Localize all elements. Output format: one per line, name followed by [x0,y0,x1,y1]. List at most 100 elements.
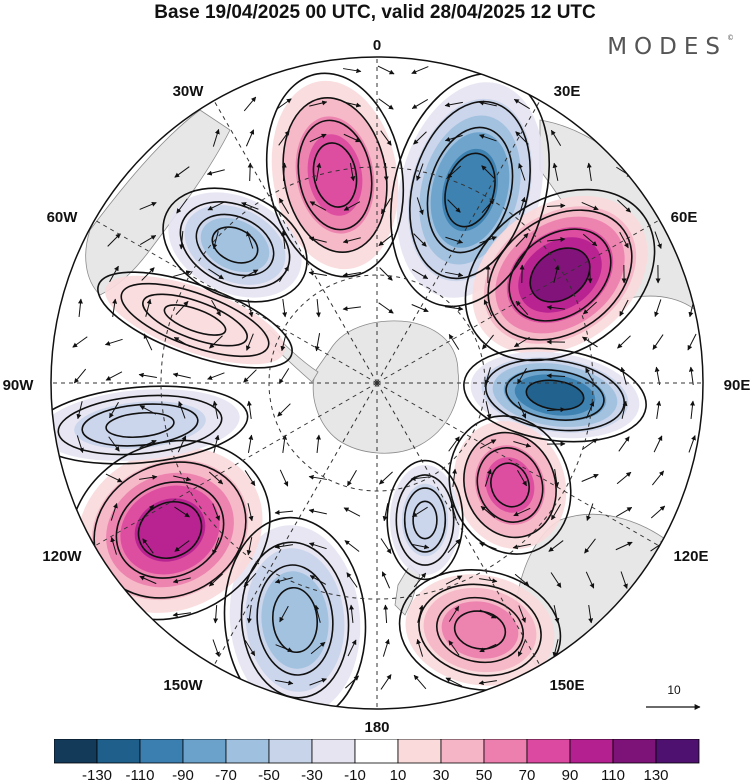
wind-vector-arrow [448,436,460,452]
wind-vector-arrow [584,538,596,554]
wind-vector-arrow [246,537,253,556]
streamline-pos-30W [265,72,405,278]
colorbar-swatch [182,739,227,764]
wind-vector-arrow [588,605,594,624]
wind-vector-arrow [479,609,497,619]
wind-vector-arrow [274,544,293,550]
wind-vector-arrow [139,439,157,448]
wind-vector-arrow [276,98,292,110]
wind-vector-arrow [546,407,566,413]
wind-vector-arrow [514,573,530,587]
wind-vector-arrow [206,169,225,176]
colorbar-swatch [526,739,571,764]
wind-vector-arrow [620,366,627,385]
anomaly-fill-neg-145W [261,571,329,669]
wind-vector-arrow [77,298,83,318]
streamline-pos-160E [398,569,562,691]
wind-vector-arrow [212,537,220,555]
wind-vector-arrow [513,440,532,448]
wind-vector-arrow [279,469,289,487]
wind-vector-arrow [308,542,327,550]
wind-vector-arrow [343,133,361,143]
wind-vector-arrow [380,674,392,690]
lon-label-60w: 60W [47,209,79,226]
wind-vector-arrow [517,639,527,657]
wind-vector-arrow [347,639,357,657]
wind-vector-arrow [241,202,259,210]
wind-vector-arrow [110,536,117,555]
wind-vector-arrow [72,336,88,348]
wind-vector-arrow [109,401,119,419]
wind-vector-arrow [277,403,291,417]
colorbar: -130 -110 -90 -70 -50 -30 -10 10 30 50 70 90 110 130 [54,739,700,783]
anomaly-fill-pos-70W [105,275,285,365]
wind-vector-arrow [512,543,531,550]
wind-vector-arrow [548,540,564,552]
wind-vector-arrow [411,304,429,313]
wind-vector-arrow [278,265,290,282]
wind-vector-arrow [213,434,220,453]
wind-vector-arrow [275,679,294,686]
wind-vector-arrow [382,503,389,522]
streamline-neg-145W [223,516,367,709]
colorbar-swatch [655,739,700,764]
wind-vector-arrow [687,333,697,351]
wind-vector-arrow [343,201,361,211]
colorbar-tick-label: -70 [215,767,237,783]
wind-vector-arrow [243,96,257,112]
wind-vector-arrow [552,639,559,658]
lon-label-150w: 150W [163,677,203,694]
wind-vector-arrow [344,540,360,552]
wind-vector-arrow [378,234,394,246]
wind-vector-arrow [650,505,666,519]
wind-vector-arrow [582,438,598,450]
wind-vector-arrow [380,538,392,554]
wind-vector-arrow [139,235,157,245]
streamline-pos-160E [436,596,524,664]
wind-vector-arrow [444,101,463,108]
wind-vector-arrow [550,129,562,146]
wind-vector-arrow [546,203,566,209]
colorbar-tick-label: 50 [476,767,493,783]
wind-vector-arrow [309,133,327,143]
wind-vector-arrow [619,299,629,317]
wind-vector-arrow [212,128,220,147]
lon-label-60e: 60E [671,209,698,226]
meridian-line [376,382,672,554]
streamline-neg-90E [505,369,605,421]
wind-vector-arrow [411,543,430,550]
colorbar-tick-label: 90 [562,767,579,783]
lon-label-90w: 90W [3,377,35,394]
wind-vector-arrow [177,435,187,453]
streamline-pos-55E [464,188,656,362]
wind-vector-arrow [617,199,631,213]
wind-vector-arrow [546,373,566,379]
wind-vector-arrow [247,434,254,453]
wind-vector-arrow [417,604,424,623]
lon-label-30e: 30E [554,83,581,100]
wind-vector-arrow [446,165,462,179]
wind-vector-arrow [448,605,460,622]
wind-vector-arrow [586,162,592,181]
colorbar-swatch [483,739,528,764]
wind-vector-arrow [315,434,321,454]
wind-vector-arrow [690,400,695,420]
wind-vector-arrow [173,336,191,348]
wind-vector-arrow [309,575,327,585]
wind-vector-arrow [247,503,254,522]
wind-vector-arrow [479,578,498,584]
streamline-pos-120E [476,447,544,523]
wind-vector-arrow [553,605,560,624]
wind-vector-arrow [410,476,429,482]
wind-vector-arrow [278,368,290,385]
wind-vector-arrow [174,166,190,178]
colorbar-swatch [139,739,184,764]
streamline-pos-55E [508,228,612,322]
wind-vector-arrow [445,236,464,244]
wind-vector-arrow [411,66,429,75]
wind-vector-arrow [483,299,493,317]
wind-vector-arrow [207,201,225,211]
colorbar-tick-label: -30 [301,767,323,783]
wind-vector-arrow [551,503,561,521]
wind-vector-arrow [618,436,630,452]
